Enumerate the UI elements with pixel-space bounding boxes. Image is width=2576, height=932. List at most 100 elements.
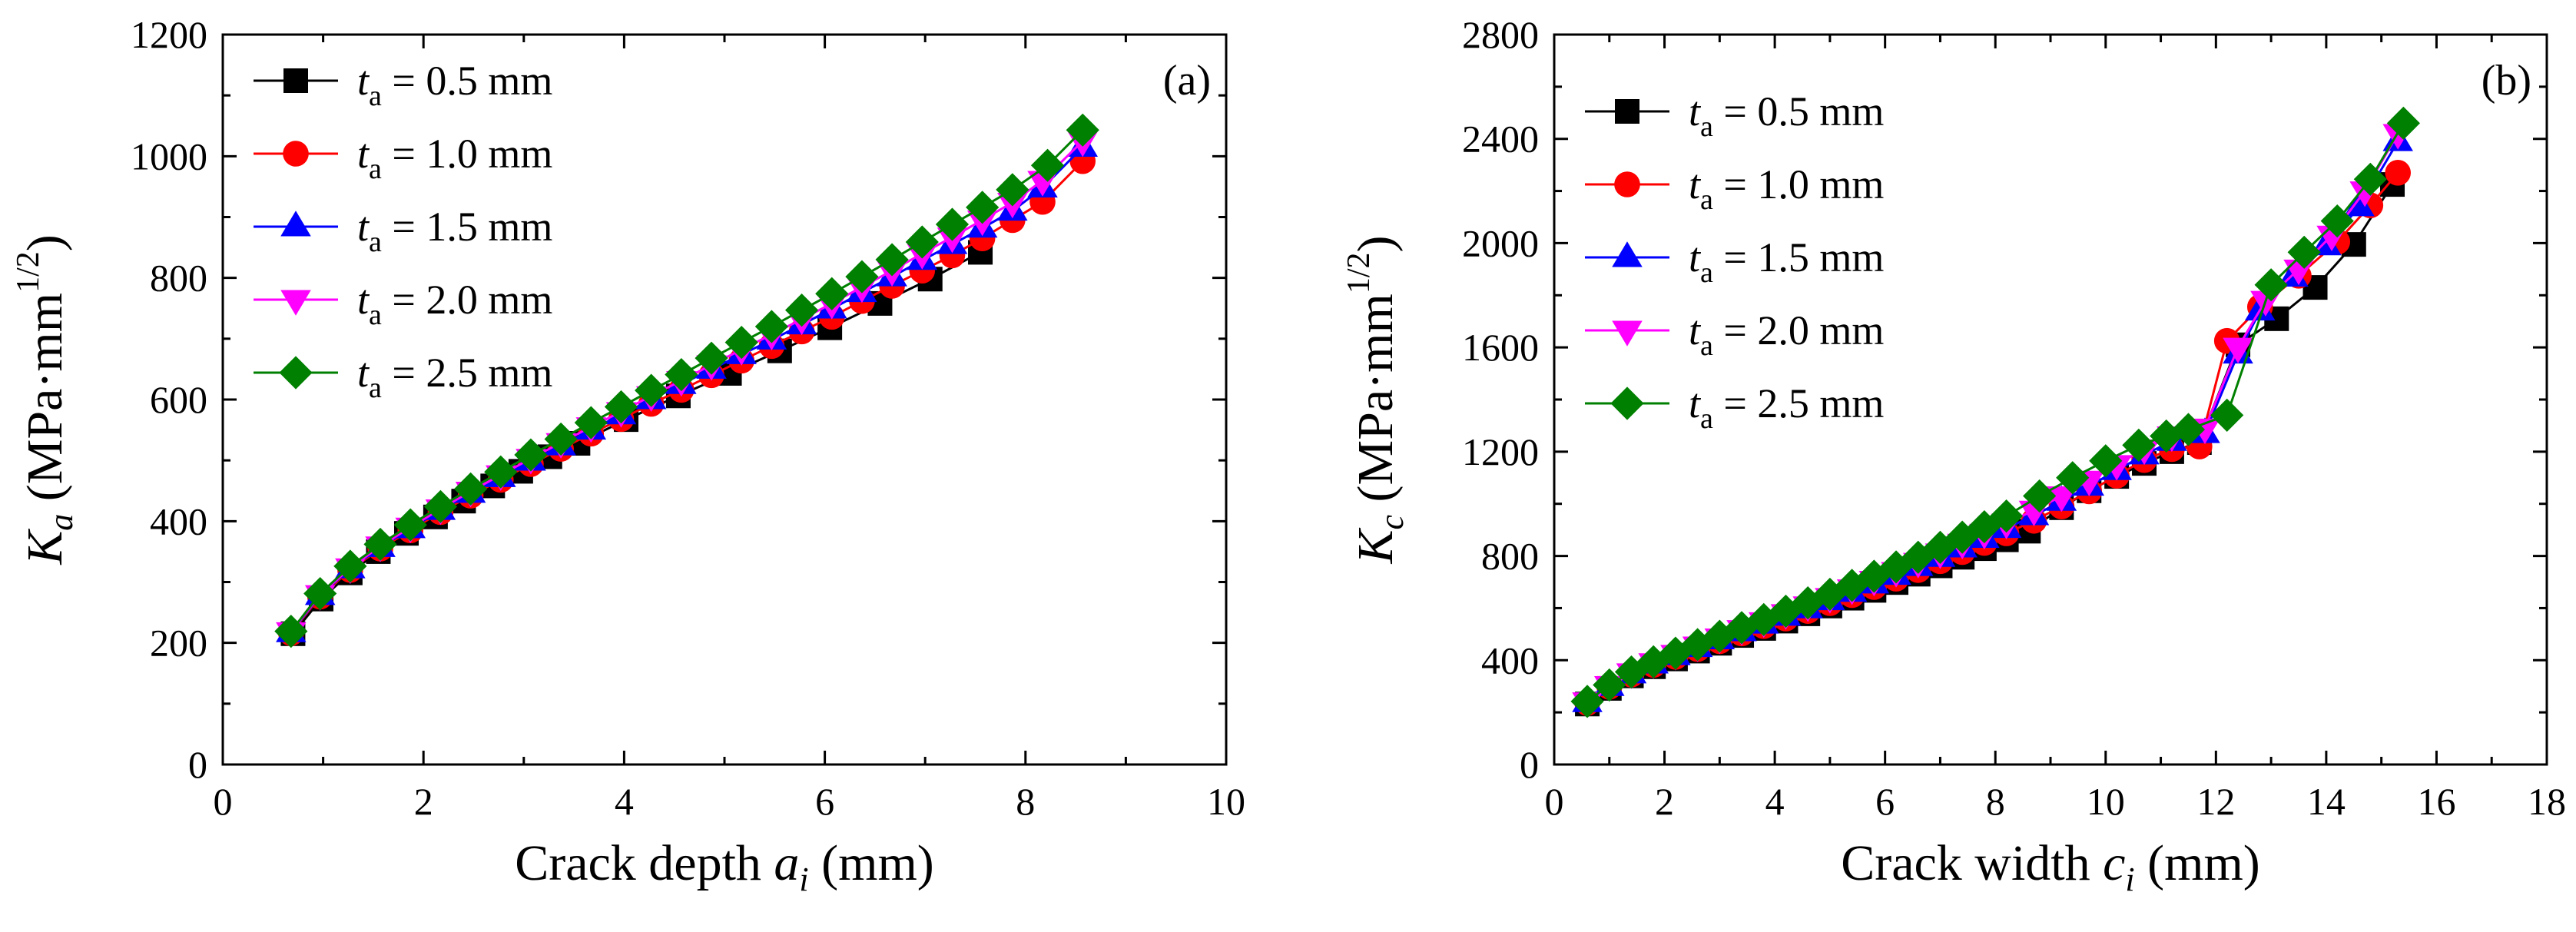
- panel-b-legend-marker: [1615, 99, 1639, 124]
- panel-b-legend-label: ta = 2.0 mm: [1689, 307, 1884, 362]
- panel-a-data-point: [784, 294, 819, 327]
- panel-b-x-tick-label: 14: [2307, 780, 2346, 823]
- panel-a-legend-marker: [280, 290, 311, 316]
- panel-b-data-point: [2254, 268, 2288, 302]
- panel-a-label: (a): [1163, 57, 1211, 104]
- panel-a-data-point: [453, 472, 488, 506]
- panel-b-legend-marker: [1614, 171, 1640, 197]
- panel-a-data-point: [333, 549, 367, 583]
- panel-b-legend-item: ta = 2.0 mm: [1585, 307, 1884, 362]
- panel-b-data-point: [2210, 398, 2244, 432]
- panel-b-x-tick-label: 6: [1875, 780, 1895, 823]
- panel-b-data-point: [2089, 444, 2123, 478]
- panel-b-x-tick-label: 8: [1986, 780, 2005, 823]
- panel-b-x-tick-label: 16: [2417, 780, 2455, 823]
- panel-a-y-tick-label: 400: [150, 499, 207, 542]
- chart-panel-b: 0 2 4 6 8 10 12 14 16 18 0 400 800 1200 1600 2000 2400 28…: [1341, 13, 2566, 898]
- panel-b-data-point: [2122, 428, 2156, 462]
- panel-b-data-point: [1593, 668, 1626, 702]
- panel-a-x-tick-label: 10: [1207, 780, 1245, 823]
- panel-a-y-tick-label: 1000: [131, 134, 207, 177]
- panel-a-data-point: [604, 390, 638, 424]
- panel-a-y-tick-label: 200: [150, 622, 207, 665]
- panel-a-x-tick-label: 0: [214, 780, 233, 823]
- panel-b-legend-label: ta = 0.5 mm: [1689, 88, 1884, 143]
- panel-b-data-point: [2223, 337, 2253, 363]
- panel-b-series-line: [1586, 171, 2399, 705]
- panel-a-x-tick-label: 6: [815, 780, 834, 823]
- panel-a-y-axis-title: Ka (MPa·mm1/2): [11, 234, 80, 566]
- panel-a-x-tick-label: 2: [414, 780, 433, 823]
- panel-b-data-point: [2287, 235, 2321, 269]
- panel-b-x-tick-label: 0: [1545, 780, 1564, 823]
- panel-a-y-tick-label: 800: [150, 257, 207, 300]
- panel-a-legend-item: ta = 1.5 mm: [254, 204, 552, 258]
- panel-a-data-point: [845, 260, 879, 294]
- panel-a-legend-label: ta = 2.0 mm: [357, 277, 552, 331]
- panel-b-data-point: [2171, 413, 2206, 446]
- panel-b-legend-item: ta = 1.0 mm: [1585, 161, 1884, 216]
- panel-b-data-point: [2023, 479, 2057, 513]
- panel-b-data-point: [2046, 486, 2077, 512]
- panel-a-data-point: [303, 576, 337, 611]
- panel-b-y-tick-label: 1600: [1462, 326, 1539, 369]
- panel-a-legend-item: ta = 1.0 mm: [254, 131, 552, 185]
- panel-a-y-tick-label: 1200: [131, 13, 207, 56]
- panel-a-data-point: [423, 489, 458, 523]
- panel-b-data-point: [1945, 520, 1979, 554]
- panel-b-y-tick-label: 0: [1520, 743, 1539, 786]
- panel-b-data-point: [2056, 461, 2090, 495]
- panel-a-data-point: [635, 373, 668, 407]
- panel-a-legend-item: ta = 2.5 mm: [254, 350, 552, 404]
- panel-b-y-axis-title: Kc (MPa·mm1/2): [1341, 235, 1411, 564]
- panel-a-x-axis-title: Crack depth ai (mm): [515, 835, 934, 898]
- panel-b-y-tick-label: 2400: [1462, 118, 1539, 161]
- panel-a-data-point: [274, 615, 308, 648]
- panel-b-x-tick-label: 12: [2196, 780, 2235, 823]
- panel-a-y-tick-label: 0: [188, 743, 207, 786]
- panel-a-data-point: [574, 406, 608, 439]
- panel-b-y-tick-label: 2800: [1462, 13, 1539, 56]
- panel-a-data-point: [754, 310, 788, 343]
- panel-a-data-point: [393, 508, 427, 542]
- panel-b-legend-marker: [1610, 386, 1644, 420]
- panel-a-legend-marker: [283, 141, 309, 167]
- panel-a-data-point: [724, 325, 758, 360]
- panel-a-legend-label: ta = 1.0 mm: [357, 131, 552, 185]
- panel-b-data-point: [1791, 586, 1825, 620]
- panel-b-data-point: [1614, 655, 1649, 689]
- panel-a-data-point: [1030, 148, 1065, 182]
- panel-a-data-point: [363, 527, 397, 562]
- panel-a-legend-item: ta = 0.5 mm: [254, 58, 552, 112]
- panel-a-data-point: [905, 225, 939, 259]
- panel-a-legend-label: ta = 2.5 mm: [357, 350, 552, 404]
- panel-a-data-point: [1066, 113, 1099, 147]
- panel-b-x-tick-label: 2: [1655, 780, 1674, 823]
- panel-b-data-point: [2353, 162, 2387, 196]
- panel-b-y-tick-label: 2000: [1462, 221, 1539, 264]
- panel-a-data-point: [544, 422, 578, 456]
- panel-b-x-tick-label: 10: [2087, 780, 2125, 823]
- panel-b-legend-marker: [1612, 320, 1643, 347]
- panel-b-legend-label: ta = 2.5 mm: [1689, 380, 1884, 435]
- panel-a-data-point: [484, 455, 518, 489]
- panel-a-legend-label: ta = 0.5 mm: [357, 58, 552, 112]
- panel-b-legend-item: ta = 0.5 mm: [1585, 88, 1884, 143]
- panel-a-legend-marker: [283, 68, 308, 93]
- panel-b-label: (b): [2482, 57, 2531, 104]
- panel-a-legend-marker: [280, 211, 311, 237]
- panel-a-x-tick-label: 4: [615, 780, 634, 823]
- panel-a-data-point: [996, 173, 1029, 207]
- panel-b-x-tick-label: 18: [2528, 780, 2566, 823]
- panel-a-data-point: [966, 191, 1000, 224]
- panel-a-data-point: [935, 207, 970, 241]
- panel-a-data-point: [875, 243, 909, 277]
- panel-a-x-tick-label: 8: [1016, 780, 1035, 823]
- panel-a-y-tick-label: 600: [150, 378, 207, 421]
- panel-b-y-tick-label: 400: [1481, 638, 1539, 682]
- panel-b-x-tick-label: 4: [1765, 780, 1785, 823]
- panel-a-legend-label: ta = 1.5 mm: [357, 204, 552, 258]
- panel-b-data-point: [1989, 499, 2024, 533]
- panel-a-series-4: [274, 113, 1099, 648]
- panel-b-x-axis-title: Crack width ci (mm): [1841, 835, 2260, 898]
